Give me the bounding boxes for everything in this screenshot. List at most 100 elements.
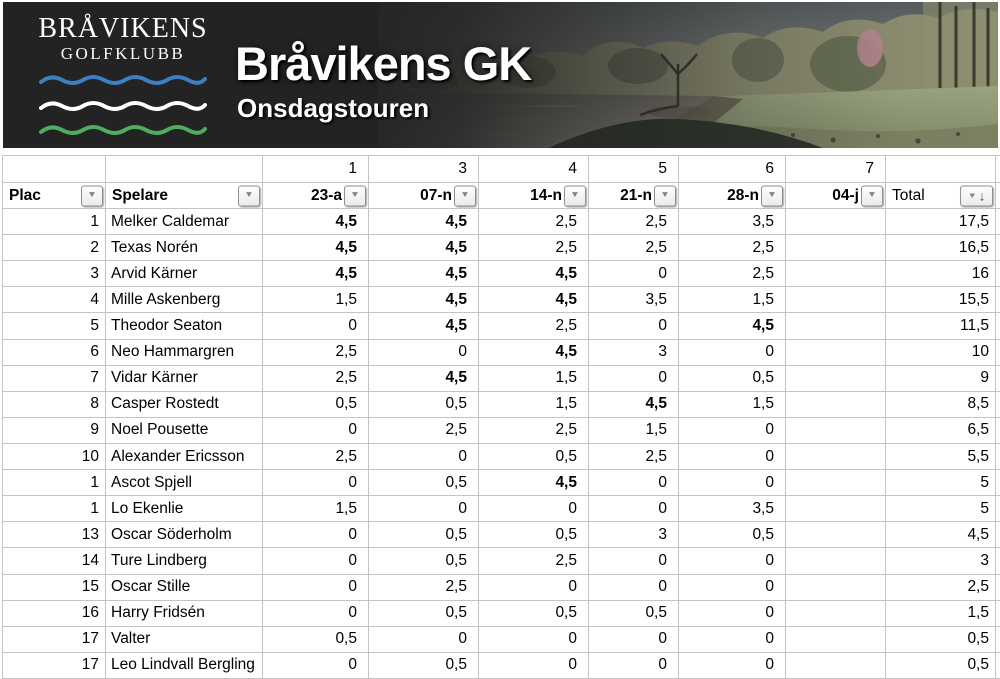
score-cell: 0 (263, 600, 369, 627)
rank-cell: 3 (3, 261, 106, 288)
empty-cell (996, 313, 1000, 340)
empty-cell (996, 548, 1000, 575)
filter-triangle-icon: ▼ (350, 190, 360, 200)
header-label: 04-j (832, 186, 859, 204)
player-name-cell: Ture Lindberg (106, 548, 263, 575)
table-row: 17 Valter 0,5 0 0 0 0 0,5 (3, 626, 1000, 653)
score-cell (786, 287, 886, 314)
column-header-total: Total ▼ ↓ (886, 183, 996, 209)
empty-cell (996, 365, 1000, 392)
empty-cell (886, 156, 996, 183)
score-cell: 3 (589, 339, 679, 366)
score-cell: 4,5 (479, 470, 589, 497)
header-label: Plac (9, 186, 41, 204)
filter-dropdown-plac[interactable]: ▼ (81, 185, 103, 206)
score-cell: 0 (479, 496, 589, 523)
column-header-round-6: 28-n ▼ (679, 183, 786, 209)
header-label: 14-n (530, 186, 562, 204)
rank-cell: 2 (3, 235, 106, 262)
filter-dropdown-round-6[interactable]: ▼ (761, 185, 783, 206)
total-cell: 8,5 (886, 391, 996, 418)
header-label: 23-a (310, 186, 342, 204)
score-cell: 0,5 (369, 600, 479, 627)
score-cell: 0 (589, 574, 679, 601)
round-number: 6 (679, 156, 786, 183)
table-row: 1 Ascot Spjell 0 0,5 4,5 0 0 5 (3, 470, 1000, 497)
score-cell: 2,5 (589, 209, 679, 236)
score-cell: 1,5 (263, 496, 369, 523)
table-row: 1 Lo Ekenlie 1,5 0 0 0 3,5 5 (3, 496, 1000, 523)
total-cell: 2,5 (886, 574, 996, 601)
rank-cell: 8 (3, 391, 106, 418)
score-cell: 4,5 (369, 261, 479, 288)
filter-dropdown-round-3[interactable]: ▼ (454, 185, 476, 206)
total-cell: 16 (886, 261, 996, 288)
table-row: 5 Theodor Seaton 0 4,5 2,5 0 4,5 11,5 (3, 313, 1000, 340)
score-cell: 2,5 (589, 235, 679, 262)
filter-triangle-icon: ▼ (460, 190, 470, 200)
score-cell: 4,5 (479, 287, 589, 314)
empty-cell (996, 470, 1000, 497)
filter-dropdown-round-4[interactable]: ▼ (564, 185, 586, 206)
column-header-spelare: Spelare ▼ (106, 183, 263, 209)
column-header-round-1: 23-a ▼ (263, 183, 369, 209)
filter-dropdown-round-1[interactable]: ▼ (344, 185, 366, 206)
player-name-cell: Leo Lindvall Bergling (106, 652, 263, 679)
score-cell: 0 (263, 313, 369, 340)
score-cell: 1,5 (263, 287, 369, 314)
score-cell: 0 (679, 417, 786, 444)
table-body: 1 Melker Caldemar 4,5 4,5 2,5 2,5 3,5 17,5 2 Texa… (3, 209, 1000, 679)
club-banner: BRÅVIKENS GOLFKLUBB Bråvikens GK Onsdags… (3, 2, 998, 148)
score-cell (786, 470, 886, 497)
filter-dropdown-spelare[interactable]: ▼ (238, 185, 260, 206)
score-cell: 0 (263, 470, 369, 497)
header-label: 28-n (727, 186, 759, 204)
score-cell: 0 (679, 652, 786, 679)
logo-club-name: BRÅVIKENS (38, 13, 208, 44)
score-cell: 0 (589, 496, 679, 523)
score-cell: 0,5 (479, 443, 589, 471)
table-row: 2 Texas Norén 4,5 4,5 2,5 2,5 2,5 16,5 (3, 235, 1000, 262)
empty-cell (996, 443, 1000, 471)
score-cell: 1,5 (589, 417, 679, 444)
score-cell: 2,5 (479, 417, 589, 444)
total-cell: 10 (886, 339, 996, 366)
total-cell: 4,5 (886, 522, 996, 549)
header-label: Total (892, 186, 925, 204)
score-cell: 2,5 (679, 261, 786, 288)
score-cell (786, 209, 886, 236)
filter-dropdown-round-7[interactable]: ▼ (861, 185, 883, 206)
table-row: 7 Vidar Kärner 2,5 4,5 1,5 0 0,5 9 (3, 365, 1000, 392)
header-label: 07-n (420, 186, 452, 204)
empty-cell (996, 417, 1000, 444)
score-cell: 0 (369, 339, 479, 366)
player-name-cell: Oscar Söderholm (106, 522, 263, 549)
score-cell: 4,5 (479, 261, 589, 288)
score-cell: 0 (679, 470, 786, 497)
score-cell: 2,5 (263, 443, 369, 471)
empty-cell (996, 652, 1000, 679)
round-number-row: 1 3 4 5 6 7 (3, 156, 1000, 183)
score-cell: 4,5 (479, 339, 589, 366)
rank-cell: 17 (3, 652, 106, 679)
page-subtitle: Onsdagstouren (237, 93, 430, 123)
score-cell: 0,5 (589, 600, 679, 627)
player-name-cell: Valter (106, 626, 263, 653)
filter-dropdown-round-5[interactable]: ▼ (654, 185, 676, 206)
rank-cell: 14 (3, 548, 106, 575)
score-cell: 0,5 (369, 522, 479, 549)
rank-cell: 15 (3, 574, 106, 601)
filter-sort-dropdown-total[interactable]: ▼ ↓ (960, 185, 993, 206)
table-row: 15 Oscar Stille 0 2,5 0 0 0 2,5 (3, 574, 1000, 601)
score-cell: 0 (679, 339, 786, 366)
rank-cell: 5 (3, 313, 106, 340)
score-cell: 0,5 (479, 600, 589, 627)
table-row: 1 Melker Caldemar 4,5 4,5 2,5 2,5 3,5 17,5 (3, 209, 1000, 236)
score-cell: 0 (263, 522, 369, 549)
score-cell: 0 (369, 626, 479, 653)
score-cell: 0,5 (263, 626, 369, 653)
table-row: 16 Harry Fridsén 0 0,5 0,5 0,5 0 1,5 (3, 600, 1000, 627)
score-cell: 0 (263, 574, 369, 601)
score-cell: 0,5 (369, 548, 479, 575)
logo-club-type: GOLFKLUBB (60, 44, 186, 64)
